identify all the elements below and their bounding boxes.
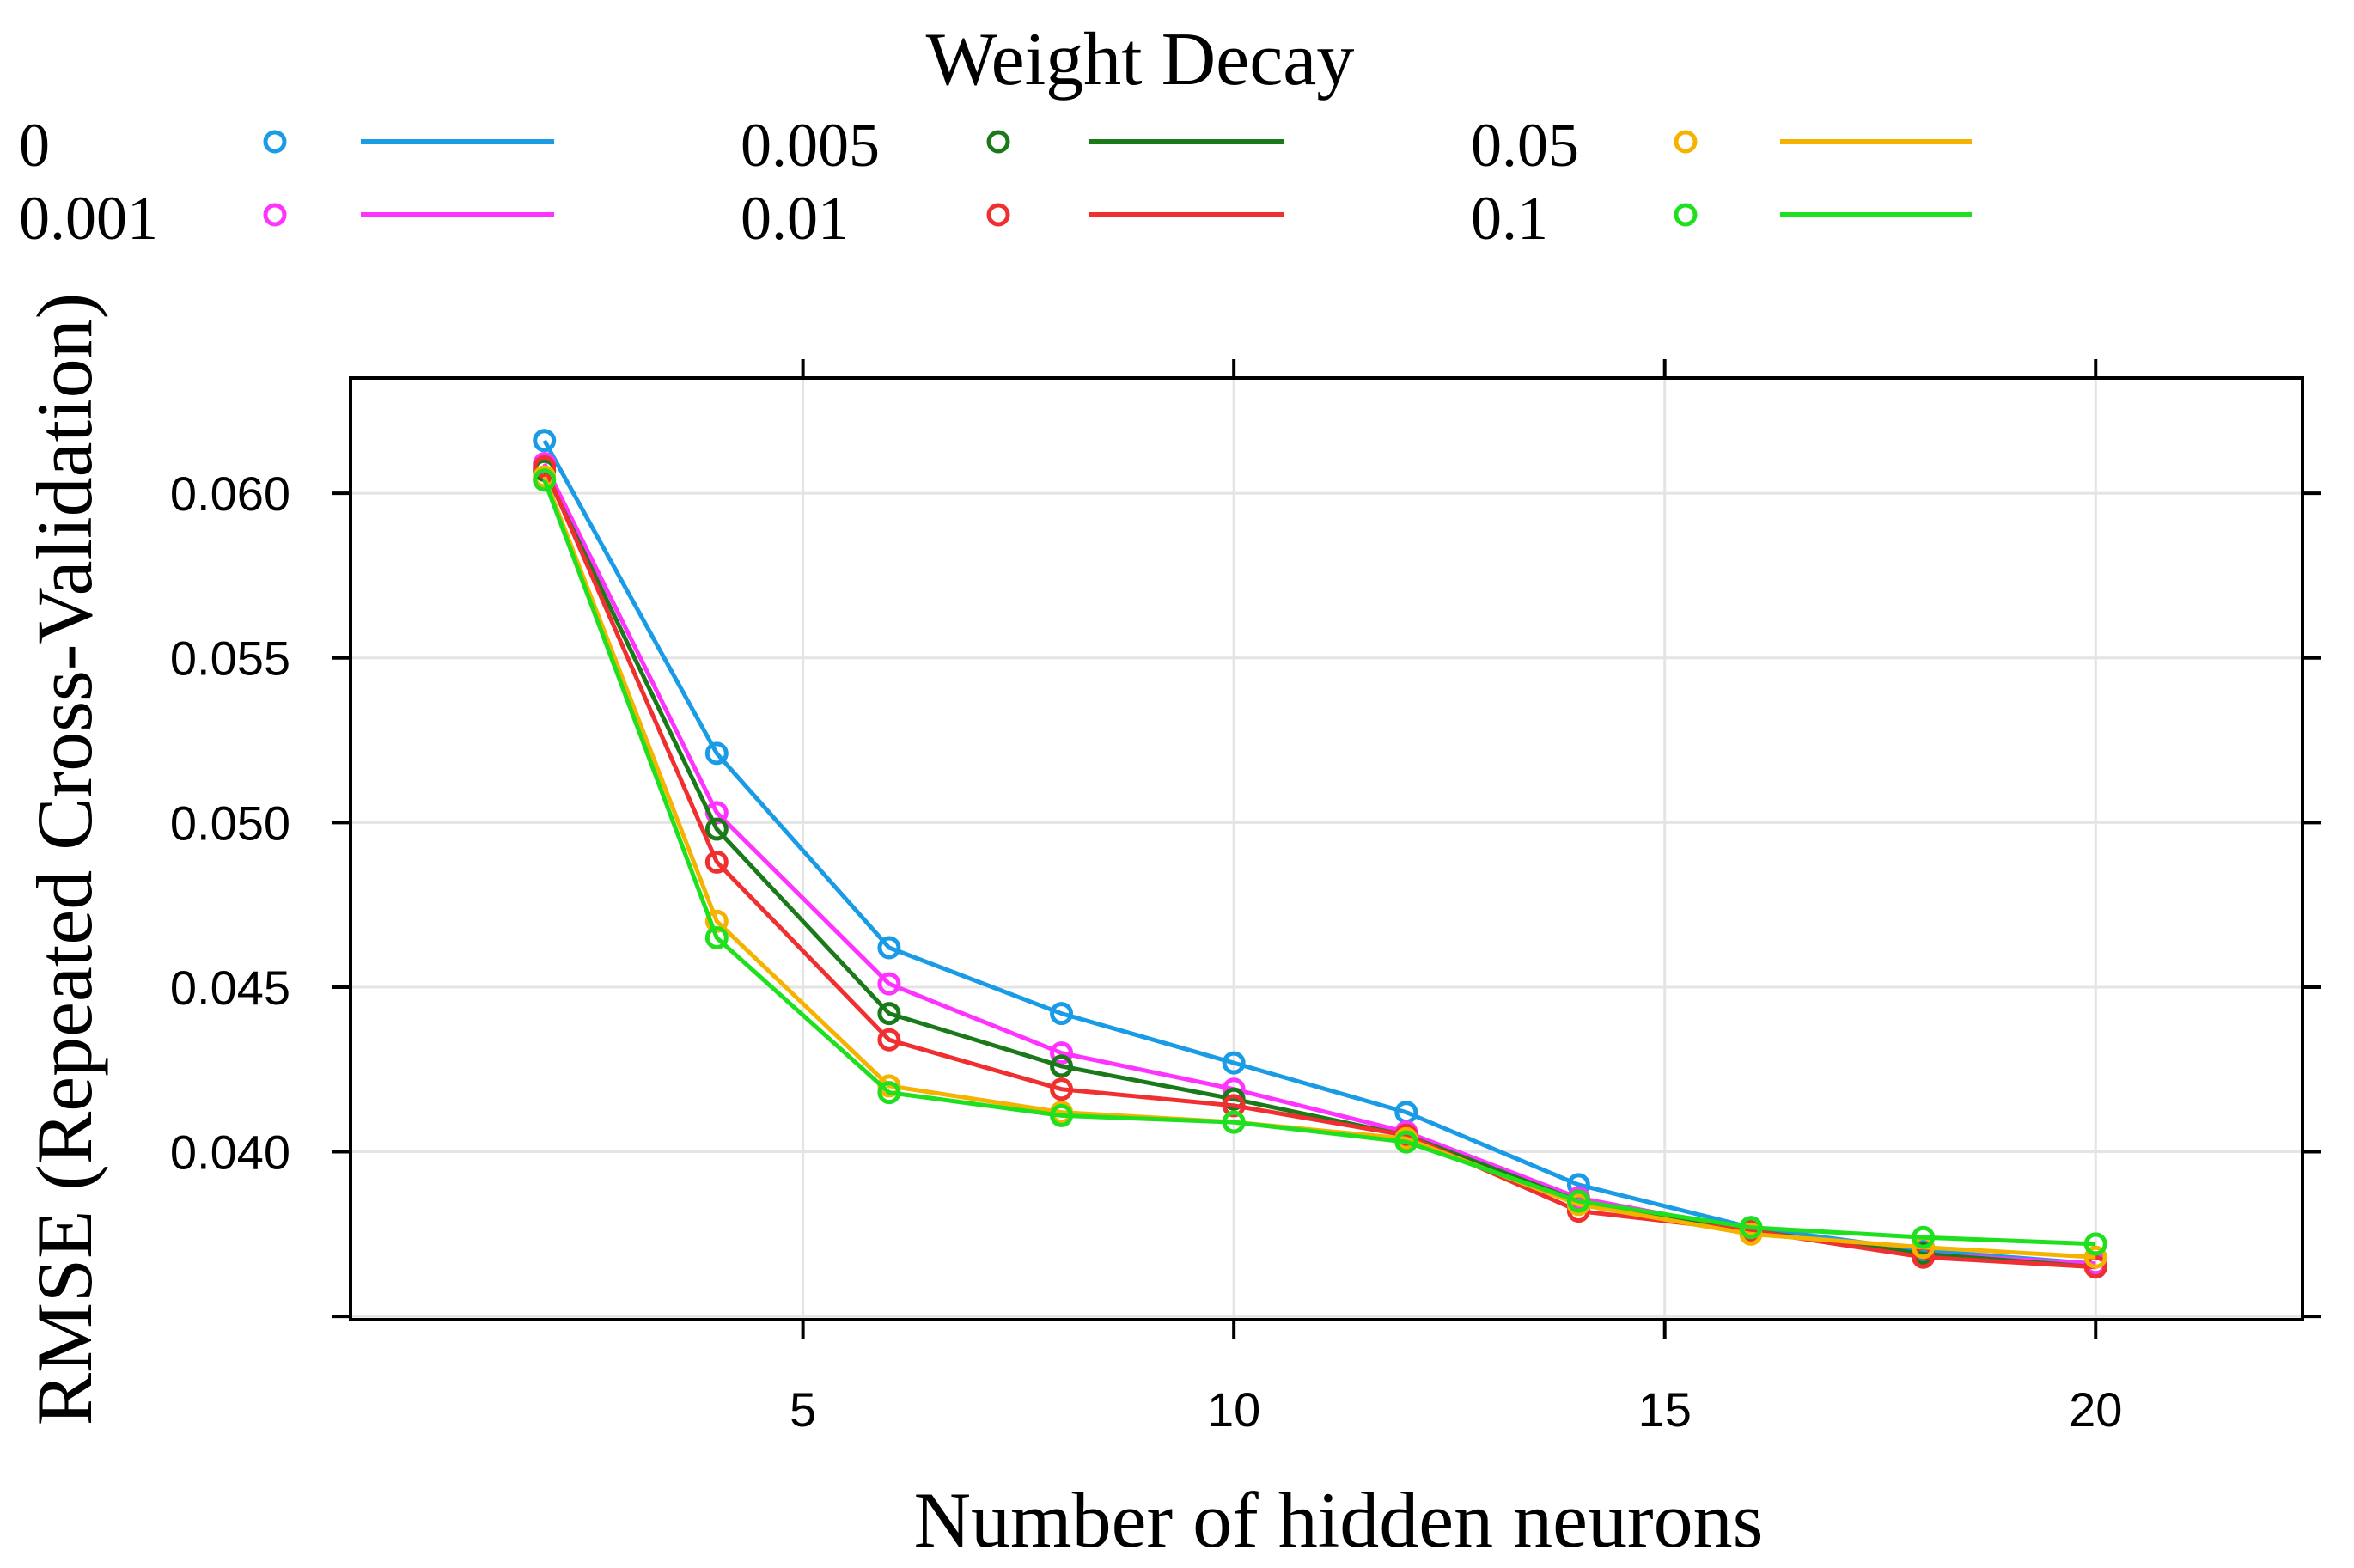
legend-label: 0.01 xyxy=(741,184,849,253)
legend-item-0.05: 0.05 xyxy=(1471,111,1972,180)
axes: 5 10 15 20 0.040 0.045 0.050 0.055 0.060 xyxy=(170,359,2321,1437)
series-layer xyxy=(533,429,2107,1279)
data-point xyxy=(877,972,901,996)
data-point xyxy=(704,817,729,841)
x-tick-label: 15 xyxy=(1638,1382,1692,1437)
data-point xyxy=(877,1002,901,1026)
legend-item-0: 0 xyxy=(19,111,554,180)
x-tick-label: 5 xyxy=(790,1382,816,1437)
series-0 xyxy=(533,429,2107,1276)
legend-title: Weight Decay xyxy=(926,18,1355,101)
series-line xyxy=(542,479,2096,1247)
data-point xyxy=(1222,1094,1246,1118)
legend-label: 0.05 xyxy=(1471,111,1579,180)
data-point xyxy=(1739,1216,1763,1240)
legend-marker xyxy=(986,130,1010,154)
y-tick-label: 0.040 xyxy=(170,1126,290,1180)
data-point xyxy=(533,455,557,479)
data-point xyxy=(1394,1130,1418,1154)
legend-item-0.005: 0.005 xyxy=(741,111,1284,180)
legend-label: 0.005 xyxy=(741,111,880,180)
legend-label: 0.001 xyxy=(19,184,158,253)
legend-item-0.01: 0.01 xyxy=(741,184,1284,253)
data-point xyxy=(704,741,729,766)
series-line xyxy=(542,439,2096,1266)
data-point xyxy=(704,925,729,949)
legend-marker xyxy=(263,203,287,227)
data-point xyxy=(877,936,901,960)
data-point xyxy=(877,1081,901,1105)
data-point xyxy=(533,468,557,492)
data-point xyxy=(704,850,729,874)
y-tick-label: 0.045 xyxy=(170,961,290,1015)
series-line xyxy=(542,466,2096,1270)
legend-marker xyxy=(986,203,1010,227)
y-tick-label: 0.050 xyxy=(170,796,290,850)
x-tick-label: 10 xyxy=(1207,1382,1260,1437)
data-point xyxy=(533,429,557,453)
legend-item-0.001: 0.001 xyxy=(19,184,554,253)
data-point xyxy=(1222,1051,1246,1075)
data-point xyxy=(1912,1225,1936,1249)
y-axis-title: RMSE (Repeated Cross-Validation) xyxy=(21,293,108,1425)
grid xyxy=(351,378,2302,1320)
data-point xyxy=(2083,1245,2107,1269)
data-point xyxy=(2083,1232,2107,1256)
data-point xyxy=(1050,1077,1074,1101)
legend-label: 0.1 xyxy=(1471,184,1548,253)
y-tick-label: 0.060 xyxy=(170,467,290,521)
series-line xyxy=(542,476,2096,1260)
legend-item-0.1: 0.1 xyxy=(1471,184,1972,253)
series-line xyxy=(542,462,2096,1266)
x-tick-label: 20 xyxy=(2069,1382,2122,1437)
legend-marker xyxy=(1674,203,1698,227)
plot-frame xyxy=(349,376,2304,1321)
data-point xyxy=(1566,1189,1590,1213)
y-tick-label: 0.055 xyxy=(170,631,290,686)
series-0.1 xyxy=(533,468,2107,1256)
legend-marker xyxy=(1674,130,1698,154)
data-point xyxy=(1222,1110,1246,1134)
plot-area: 5 10 15 20 0.040 0.045 0.050 0.055 0.060 xyxy=(170,359,2321,1437)
x-axis-title: Number of hidden neurons xyxy=(914,1476,1764,1564)
data-point xyxy=(1050,1002,1074,1026)
data-point xyxy=(704,909,729,933)
data-point xyxy=(877,1028,901,1052)
data-point xyxy=(1050,1103,1074,1127)
series-line xyxy=(542,469,2096,1270)
series-0.001 xyxy=(533,452,2107,1276)
data-point xyxy=(1050,1054,1074,1078)
legend-label: 0 xyxy=(19,111,50,180)
data-point xyxy=(1050,1041,1074,1065)
legend-marker xyxy=(263,130,287,154)
